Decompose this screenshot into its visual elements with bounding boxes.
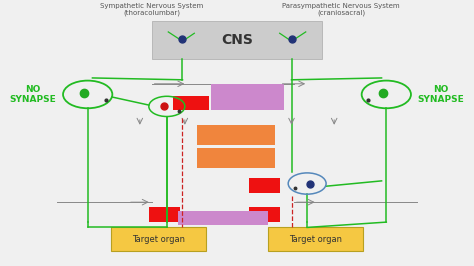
- FancyBboxPatch shape: [249, 207, 280, 222]
- FancyBboxPatch shape: [152, 21, 322, 59]
- FancyBboxPatch shape: [249, 178, 280, 193]
- FancyBboxPatch shape: [211, 84, 284, 110]
- Text: Target organ: Target organ: [132, 235, 185, 244]
- Text: CNS: CNS: [221, 33, 253, 47]
- Text: NO
SYNAPSE: NO SYNAPSE: [10, 85, 56, 104]
- FancyBboxPatch shape: [149, 207, 180, 222]
- FancyBboxPatch shape: [197, 125, 275, 145]
- FancyBboxPatch shape: [178, 211, 268, 225]
- FancyBboxPatch shape: [268, 227, 363, 251]
- Text: Parasympathetic Nervous System
(craniosacral): Parasympathetic Nervous System (craniosa…: [283, 3, 400, 16]
- Text: NO
SYNAPSE: NO SYNAPSE: [418, 85, 464, 104]
- Text: Target organ: Target organ: [289, 235, 342, 244]
- FancyBboxPatch shape: [111, 227, 206, 251]
- FancyBboxPatch shape: [197, 148, 275, 168]
- Text: Sympathetic Nervous System
(thoracolumbar): Sympathetic Nervous System (thoracolumba…: [100, 3, 203, 16]
- FancyBboxPatch shape: [173, 96, 209, 110]
